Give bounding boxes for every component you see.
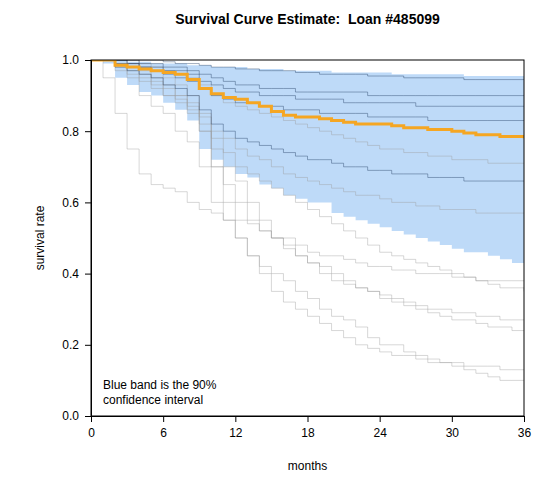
x-tick-label: 24 <box>373 426 387 440</box>
y-tick: 1.0 <box>62 53 91 67</box>
x-tick-mark <box>308 416 309 422</box>
sample-curve <box>91 60 524 121</box>
sample-curve <box>91 60 524 181</box>
y-tick-mark <box>85 60 91 61</box>
x-tick-mark <box>235 416 236 422</box>
title: Survival Curve Estimate: Loan #485099 <box>175 11 440 27</box>
y-tick: 0.6 <box>62 196 91 210</box>
confidence-band <box>91 60 524 266</box>
y-tick-mark <box>85 416 91 417</box>
median-curve <box>91 60 524 138</box>
y-tick-label: 0.8 <box>62 125 79 139</box>
sample-curve <box>91 60 524 380</box>
x-tick-label: 36 <box>518 426 532 440</box>
x-axis-line <box>92 417 525 423</box>
y-tick-label: 0.4 <box>62 267 79 281</box>
y-tick-label: 0.2 <box>62 338 79 352</box>
y-tick-mark <box>85 345 91 346</box>
x-axis-title: months <box>288 459 327 473</box>
sample-curve <box>91 60 524 370</box>
y-tick-mark <box>85 202 91 203</box>
x-tick-label: 30 <box>446 426 460 440</box>
y-tick: 0.2 <box>62 338 91 352</box>
y-axis-line <box>85 61 92 417</box>
x-axis: 0 6 12 18 24 30 36 <box>88 416 531 440</box>
x-tick: 12 <box>229 416 243 440</box>
x-tick-label: 12 <box>229 426 243 440</box>
y-axis: 0.0 0.2 0.4 0.6 0.8 1.0 <box>62 53 91 423</box>
y-tick: 0.8 <box>62 125 91 139</box>
x-tick-mark <box>163 416 164 422</box>
x-tick-label: 18 <box>301 426 315 440</box>
sample-curve <box>91 60 524 320</box>
chart: Survival Curve Estimate: Loan #485099 0 6 1… <box>0 0 554 492</box>
y-tick-mark <box>85 274 91 275</box>
y-tick-label: 0.0 <box>62 409 79 423</box>
annotation: Blue band is the 90% <box>103 378 217 392</box>
sample-curve <box>91 60 524 291</box>
x-tick-label: 0 <box>88 426 95 440</box>
x-tick-mark <box>380 416 381 422</box>
x-tick-mark <box>524 416 525 422</box>
x-tick-label: 6 <box>160 426 167 440</box>
sample-curve <box>91 60 524 213</box>
x-tick: 30 <box>446 416 460 440</box>
plot-area <box>91 60 524 380</box>
y-axis-title: survival rate <box>33 205 47 270</box>
y-tick-mark <box>85 131 91 132</box>
x-tick-mark <box>452 416 453 422</box>
x-tick: 24 <box>373 416 387 440</box>
y-tick-label: 1.0 <box>62 53 79 67</box>
x-tick: 18 <box>301 416 315 440</box>
annotation: confidence interval <box>103 393 203 407</box>
sample-curve <box>91 60 524 331</box>
y-tick: 0.0 <box>62 409 91 423</box>
sample-curve <box>91 60 524 163</box>
x-tick: 36 <box>518 416 532 440</box>
y-tick-label: 0.6 <box>62 196 79 210</box>
sample-curve <box>91 60 524 106</box>
x-tick: 6 <box>160 416 167 440</box>
plot-frame <box>91 60 524 416</box>
y-tick: 0.4 <box>62 267 91 281</box>
x-tick: 0 <box>88 416 95 440</box>
sample-curve <box>91 60 524 281</box>
